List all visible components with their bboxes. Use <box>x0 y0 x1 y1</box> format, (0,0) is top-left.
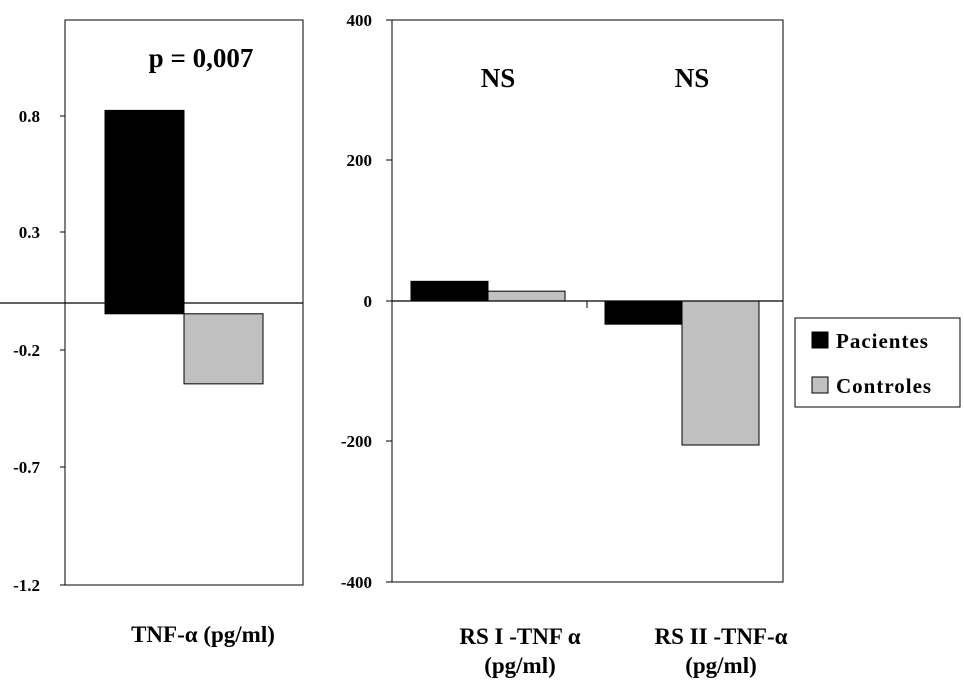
right-category-label-1-line-1: RS I -TNF α <box>459 624 580 649</box>
left-y-ticks: 0.8 0.3 -0.2 -0.7 -1.2 <box>13 107 65 595</box>
right-y-tick-label: -400 <box>341 573 372 592</box>
left-bar-controles-1 <box>183 313 264 385</box>
right-annotation-ns-2: NS <box>675 63 710 93</box>
left-y-tick-label: -1.2 <box>13 576 40 595</box>
right-y-tick-label: 0 <box>364 292 373 311</box>
left-category-label: TNF-α (pg/ml) <box>131 622 275 647</box>
left-bars <box>104 109 264 385</box>
legend: Pacientes Controles <box>794 317 961 408</box>
right-annotation-ns-1: NS <box>481 63 516 93</box>
right-panel: 400 200 0 -200 -400 NS NS RS I -TNF α (p… <box>341 11 788 678</box>
right-bar-controles-2 <box>681 300 760 446</box>
right-category-label-1-line-2: (pg/ml) <box>484 653 556 678</box>
legend-swatch-controles <box>811 376 829 394</box>
legend-swatch-pacientes <box>811 331 829 349</box>
right-y-tick-label: -200 <box>341 432 372 451</box>
left-y-tick-label: -0.2 <box>13 341 40 360</box>
right-category-label-2-line-2: (pg/ml) <box>685 653 757 678</box>
right-bar-controles-1 <box>487 290 566 302</box>
left-y-tick-label: -0.7 <box>13 458 40 477</box>
right-y-ticks: 400 200 0 -200 -400 <box>341 11 392 592</box>
right-bar-pacientes-1 <box>410 280 489 302</box>
left-bar-pacientes-1 <box>104 109 185 315</box>
right-bar-pacientes-2 <box>604 300 683 325</box>
right-y-tick-label: 200 <box>347 151 373 170</box>
right-category-label-2-line-1: RS II -TNF-α <box>655 624 788 649</box>
legend-label-controles: Controles <box>836 374 932 398</box>
right-bars <box>410 280 760 446</box>
left-annotation-p-value: p = 0,007 <box>149 43 254 73</box>
legend-label-pacientes: Pacientes <box>836 329 929 353</box>
right-y-tick-label: 400 <box>347 11 373 30</box>
left-y-tick-label: 0.3 <box>19 223 40 242</box>
left-y-tick-label: 0.8 <box>19 107 40 126</box>
left-panel: 0.8 0.3 -0.2 -0.7 -1.2 p = 0,007 TNF-α (… <box>0 19 304 647</box>
